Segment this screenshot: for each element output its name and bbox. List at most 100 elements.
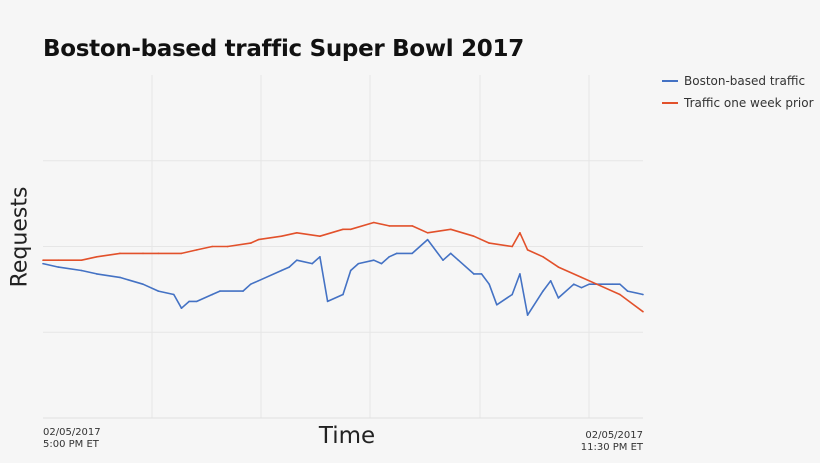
data-point [96,273,98,275]
legend-swatch-prior [662,102,678,104]
data-point [96,255,98,258]
series-line-boston-traffic [42,238,644,316]
data-point [442,259,444,262]
data-point [642,293,644,296]
data-point [488,283,490,286]
data-point [542,290,544,292]
data-point [511,293,514,296]
data-point [611,283,614,286]
data-point [349,269,352,272]
data-point [219,290,221,292]
data-point [388,255,390,258]
data-point [542,255,544,258]
data-point [388,225,390,227]
data-point [42,259,44,262]
x-tick-time: 11:30 PM ET [580,442,643,453]
data-point [496,304,498,306]
data-point [342,228,344,231]
data-point [619,283,621,286]
data-point [419,245,421,248]
legend-label: Traffic one week prior [684,96,814,110]
data-point [342,293,344,296]
data-point [226,245,229,248]
data-point [196,249,198,251]
data-point [472,235,475,238]
data-point [626,290,629,292]
legend-item: Traffic one week prior [662,92,814,114]
data-point [596,283,598,286]
data-point [319,255,321,258]
data-point [157,252,160,255]
data-point [180,307,183,310]
data-point [488,242,490,244]
legend-swatch-boston [662,80,678,82]
data-point [372,221,375,224]
data-point [311,262,314,265]
data-point [296,231,298,234]
data-point [526,249,529,251]
data-point [211,293,214,296]
data-point [142,283,144,286]
data-point [249,242,252,244]
data-point [457,259,460,262]
data-point [349,228,352,231]
data-point [411,252,414,255]
data-point [449,252,452,255]
data-point [257,238,260,241]
x-axis-label: Time [318,423,376,449]
data-point [242,290,244,292]
data-point [380,262,383,265]
data-point [142,252,144,255]
x-tick-start: 02/05/2017 5:00 PM ET [43,427,101,451]
data-point [580,276,583,279]
data-point [572,283,575,286]
data-point [211,245,214,248]
x-tick-end: 02/05/2017 11:30 PM ET [581,430,643,454]
data-point [511,245,514,248]
legend: Boston-based traffic Traffic one week pr… [662,70,814,114]
data-point [80,259,83,262]
data-point [426,231,429,234]
data-point [357,262,360,265]
data-point [526,314,529,316]
data-point [196,300,198,303]
data-point [188,300,190,303]
data-point [257,280,260,282]
x-tick-date: 02/05/2017 [585,430,643,441]
data-point [296,259,298,262]
data-point [472,273,475,275]
data-point [249,283,252,286]
data-point [172,293,175,296]
data-point [396,252,398,255]
data-point [549,280,552,282]
data-point [319,235,321,238]
data-point [557,297,560,299]
data-point [57,266,60,268]
data-point [580,286,583,289]
data-point [80,269,83,272]
data-point [588,283,590,286]
data-point [180,252,183,255]
data-point [57,259,60,262]
legend-label: Boston-based traffic [684,74,806,88]
data-point [119,276,121,279]
data-point [288,266,290,268]
data-point [449,228,452,231]
data-point [519,273,521,275]
data-point [426,238,429,241]
data-point [480,273,483,275]
data-point [411,225,414,227]
x-tick-date: 02/05/2017 [43,427,101,438]
data-point [280,269,283,272]
data-point [642,310,644,313]
data-point [326,300,329,303]
data-point [119,252,121,255]
data-point [557,266,560,268]
data-point [372,259,375,262]
data-point [157,290,160,292]
x-tick-time: 5:00 PM ET [43,439,99,450]
data-point [280,235,283,238]
series-line-week-prior [43,221,644,313]
